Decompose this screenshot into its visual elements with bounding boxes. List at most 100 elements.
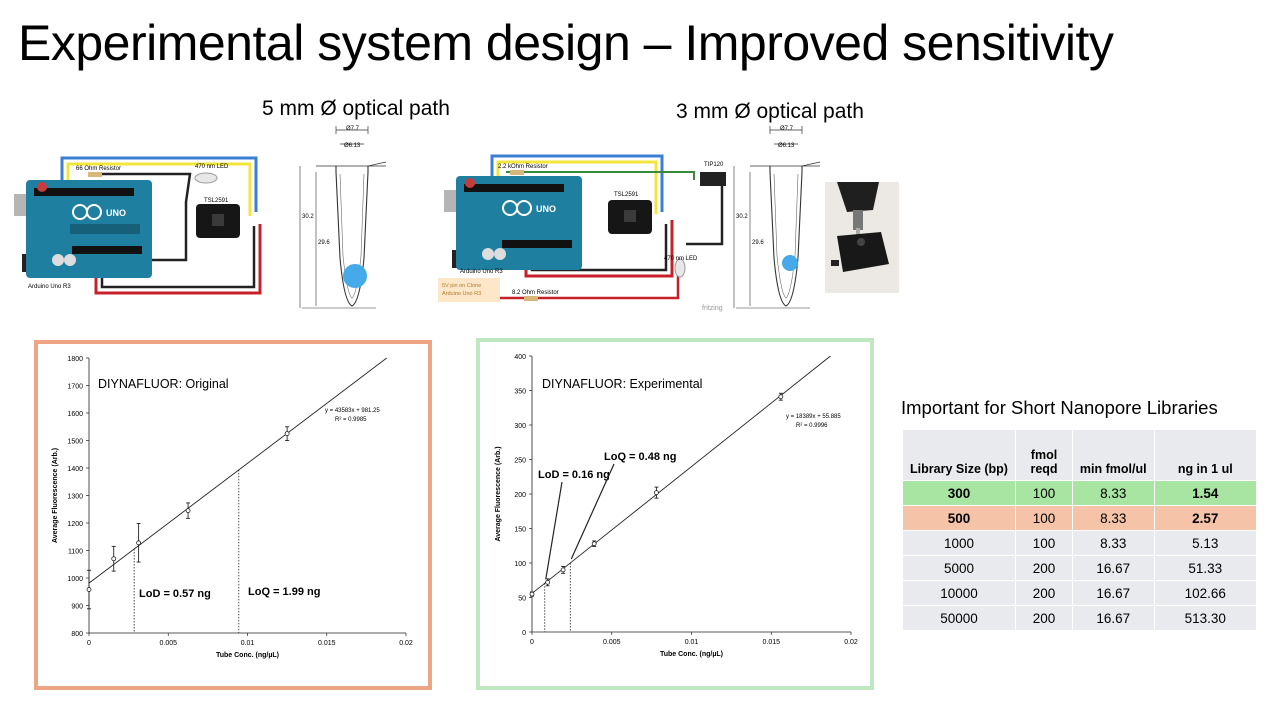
data-point (529, 591, 535, 597)
data-point (654, 490, 659, 496)
outer-diameter-label: Ø7.7 (780, 126, 794, 132)
cell-fmol: 100 (1016, 506, 1072, 530)
header-ng: ng in 1 ul (1154, 430, 1256, 480)
caption-3mm-optical-path: 3 mm Ø optical path (676, 100, 864, 123)
y-tick-label: 100 (514, 561, 526, 568)
table-row: 500 100 8.33 2.57 (903, 506, 1256, 530)
x-tick-label: 0.02 (399, 640, 413, 647)
x-tick-label: 0 (530, 639, 534, 646)
table-row: 5000 200 16.67 51.33 (903, 556, 1256, 580)
lod-arrow (545, 481, 563, 580)
data-point (560, 567, 566, 573)
y-axis-label: Average Fluorescence (Arb.) (52, 448, 59, 543)
cell-size: 1000 (903, 531, 1015, 555)
note-line1: 5V pin on Clone (442, 283, 481, 289)
tube-diagram-3mm: Ø7.7 Ø6.13 30.2 29.6 (733, 126, 821, 309)
board-logo: UNO (106, 208, 126, 218)
note-line2: Arduino Uno R3 (442, 291, 481, 297)
cell-min: 16.67 (1073, 606, 1154, 630)
y-tick-label: 1700 (67, 384, 83, 391)
slide-title: Experimental system design – Improved se… (18, 15, 1114, 71)
led-label: 470 nm LED (195, 164, 229, 170)
chart-original-panel: 800 900 1000 1100 1200 1300 1400 1500 1600 1700 18… (34, 340, 432, 690)
y-tick-label: 900 (71, 604, 83, 611)
cell-fmol: 100 (1016, 481, 1072, 505)
chart-title: DIYNAFLUOR: Experimental (542, 377, 702, 391)
x-tick-label: 0.01 (241, 640, 255, 647)
chart-experimental: 0 50 100 150 200 250 300 350 400 0 0.005 0.01 0.015 0… (495, 354, 858, 658)
loq-arrow (570, 463, 615, 560)
drill-holder-photo (825, 182, 899, 293)
y-axis-label: Average Fluorescence (Arb.) (495, 446, 502, 541)
table-row: 10000 200 16.67 102.66 (903, 581, 1256, 605)
fritzing-watermark: fritzing (702, 305, 723, 312)
led-label: 470 nm LED (664, 256, 698, 262)
cell-size: 10000 (903, 581, 1015, 605)
y-tick-label: 1800 (67, 356, 83, 363)
cell-min: 16.67 (1073, 556, 1154, 580)
y-tick-label: 800 (71, 631, 83, 638)
board-label: Arduino Uno R3 (460, 269, 503, 275)
x-axis-label: Tube Conc. (ng/µL) (216, 652, 279, 659)
x-tick-label: 0.01 (685, 639, 699, 646)
caption-5mm-optical-path: 5 mm Ø optical path (262, 97, 450, 120)
data-point (136, 540, 142, 546)
tube-height-label: 30.2 (736, 214, 748, 220)
table-header-row: Library Size (bp) fmol reqd min fmol/ul … (903, 430, 1256, 480)
y-tick-label: 50 (518, 596, 526, 603)
data-point (111, 556, 117, 562)
table-row: 300 100 8.33 1.54 (903, 481, 1256, 505)
cell-ng: 1.54 (1154, 481, 1256, 505)
chart-title: DIYNAFLUOR: Original (98, 377, 229, 391)
inner-diameter-label: Ø6.13 (344, 143, 361, 149)
y-tick-label: 1400 (67, 466, 83, 473)
data-point (86, 587, 92, 592)
data-point (591, 541, 597, 547)
board-logo: UNO (536, 204, 556, 214)
cell-fmol: 200 (1016, 556, 1072, 580)
fit-r-squared: R² = 0.9985 (335, 417, 367, 423)
x-tick-label: 0.005 (159, 640, 177, 647)
cell-ng: 102.66 (1154, 581, 1256, 605)
header-library-size: Library Size (bp) (903, 430, 1015, 480)
cell-size: 500 (903, 506, 1015, 530)
y-tick-label: 400 (514, 354, 526, 361)
y-tick-label: 1500 (67, 439, 83, 446)
table-row: 1000 100 8.33 5.13 (903, 531, 1256, 555)
x-tick-label: 0 (87, 640, 91, 647)
resistor-bottom-label: 8.2 Ohm Resistor (512, 290, 559, 296)
x-axis-label: Tube Conc. (ng/µL) (660, 651, 723, 658)
cell-min: 8.33 (1073, 506, 1154, 530)
cell-ng: 2.57 (1154, 506, 1256, 530)
y-tick-label: 1200 (67, 521, 83, 528)
y-tick-label: 1000 (67, 576, 83, 583)
cell-ng: 5.13 (1154, 531, 1256, 555)
tube-inner-height-label: 29.6 (752, 240, 764, 246)
resistor-label: 66 Ohm Resistor (76, 166, 121, 172)
outer-diameter-label: Ø7.7 (346, 126, 360, 132)
sensor-label: TSL2591 (204, 198, 229, 204)
cell-fmol: 200 (1016, 606, 1072, 630)
y-tick-label: 350 (514, 389, 526, 396)
cell-size: 50000 (903, 606, 1015, 630)
cell-size: 300 (903, 481, 1015, 505)
fit-equation: y = 43583x + 981.25 (325, 408, 380, 414)
fit-line (88, 357, 388, 584)
loq-label: LoQ = 1.99 ng (248, 586, 320, 598)
inner-diameter-label: Ø6.13 (778, 143, 795, 149)
y-tick-label: 0 (522, 630, 526, 637)
library-table-title: Important for Short Nanopore Libraries (901, 397, 1218, 418)
y-tick-label: 1300 (67, 494, 83, 501)
cell-min: 8.33 (1073, 481, 1154, 505)
data-point (545, 579, 551, 585)
header-min-fmol: min fmol/ul (1073, 430, 1154, 480)
x-tick-label: 0.005 (603, 639, 621, 646)
x-tick-label: 0.015 (762, 639, 780, 646)
table-row: 50000 200 16.67 513.30 (903, 606, 1256, 630)
chart-original: 800 900 1000 1100 1200 1300 1400 1500 1600 1700 18… (52, 356, 413, 659)
y-tick-label: 250 (514, 458, 526, 465)
y-tick-label: 1100 (68, 549, 83, 556)
lod-label: LoD = 0.57 ng (139, 588, 211, 600)
cell-ng: 513.30 (1154, 606, 1256, 630)
library-table: Library Size (bp) fmol reqd min fmol/ul … (902, 429, 1257, 631)
